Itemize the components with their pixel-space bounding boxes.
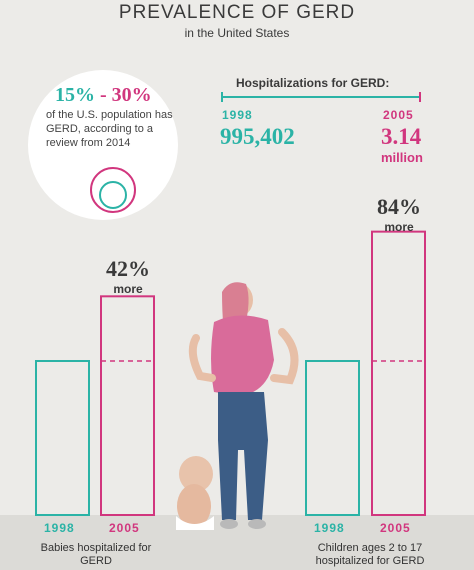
prevalence-circle [28,70,178,220]
babies-annotation-value: 42% [106,256,150,281]
hosp-end-unit: million [381,150,423,165]
hosp-end-value: 3.14 [381,124,422,149]
page-title: PREVALENCE OF GERD [118,2,356,23]
hosp-start-value: 995,402 [220,124,295,149]
hosp-start-year: 1998 [222,108,253,122]
hospitalizations-title: Hospitalizations for GERD: [236,76,390,90]
children-annotation-word: more [384,220,414,234]
babies-bar-1998 [35,360,90,516]
children-tick-1998: 1998 [314,521,345,535]
hosp-timeline [221,92,421,102]
prevalence-inner-ring [99,181,127,209]
prevalence-range: 15% - 30% [55,84,152,107]
babies-tick-1998: 1998 [44,521,75,535]
babies-annotation-word: more [113,282,143,296]
hosp-end-year: 2005 [383,108,414,122]
babies-bar-2005 [100,295,155,516]
children-caption: Children ages 2 to 17 hospitalized for G… [315,542,425,567]
children-bar-2005 [371,230,426,516]
baby-figure [176,456,214,530]
children-tick-2005: 2005 [380,521,411,535]
children-bar-1998 [305,360,360,516]
children-annotation-value: 84% [377,194,421,219]
babies-caption: Babies hospitalized for GERD [40,542,152,567]
prevalence-text: of the U.S. population has GERD, accordi… [46,109,173,149]
prevalence-high: 30% [111,84,152,106]
page-subtitle: in the United States [184,26,290,40]
children-annotation: 84% more [370,194,428,234]
bar-charts [35,230,426,516]
girl-figure [188,282,299,529]
prevalence-dash: - [100,84,107,106]
prevalence-low: 15% [55,84,95,106]
babies-annotation: 42% more [99,256,157,296]
babies-tick-2005: 2005 [109,521,140,535]
prevalence-outer-ring [90,167,136,213]
